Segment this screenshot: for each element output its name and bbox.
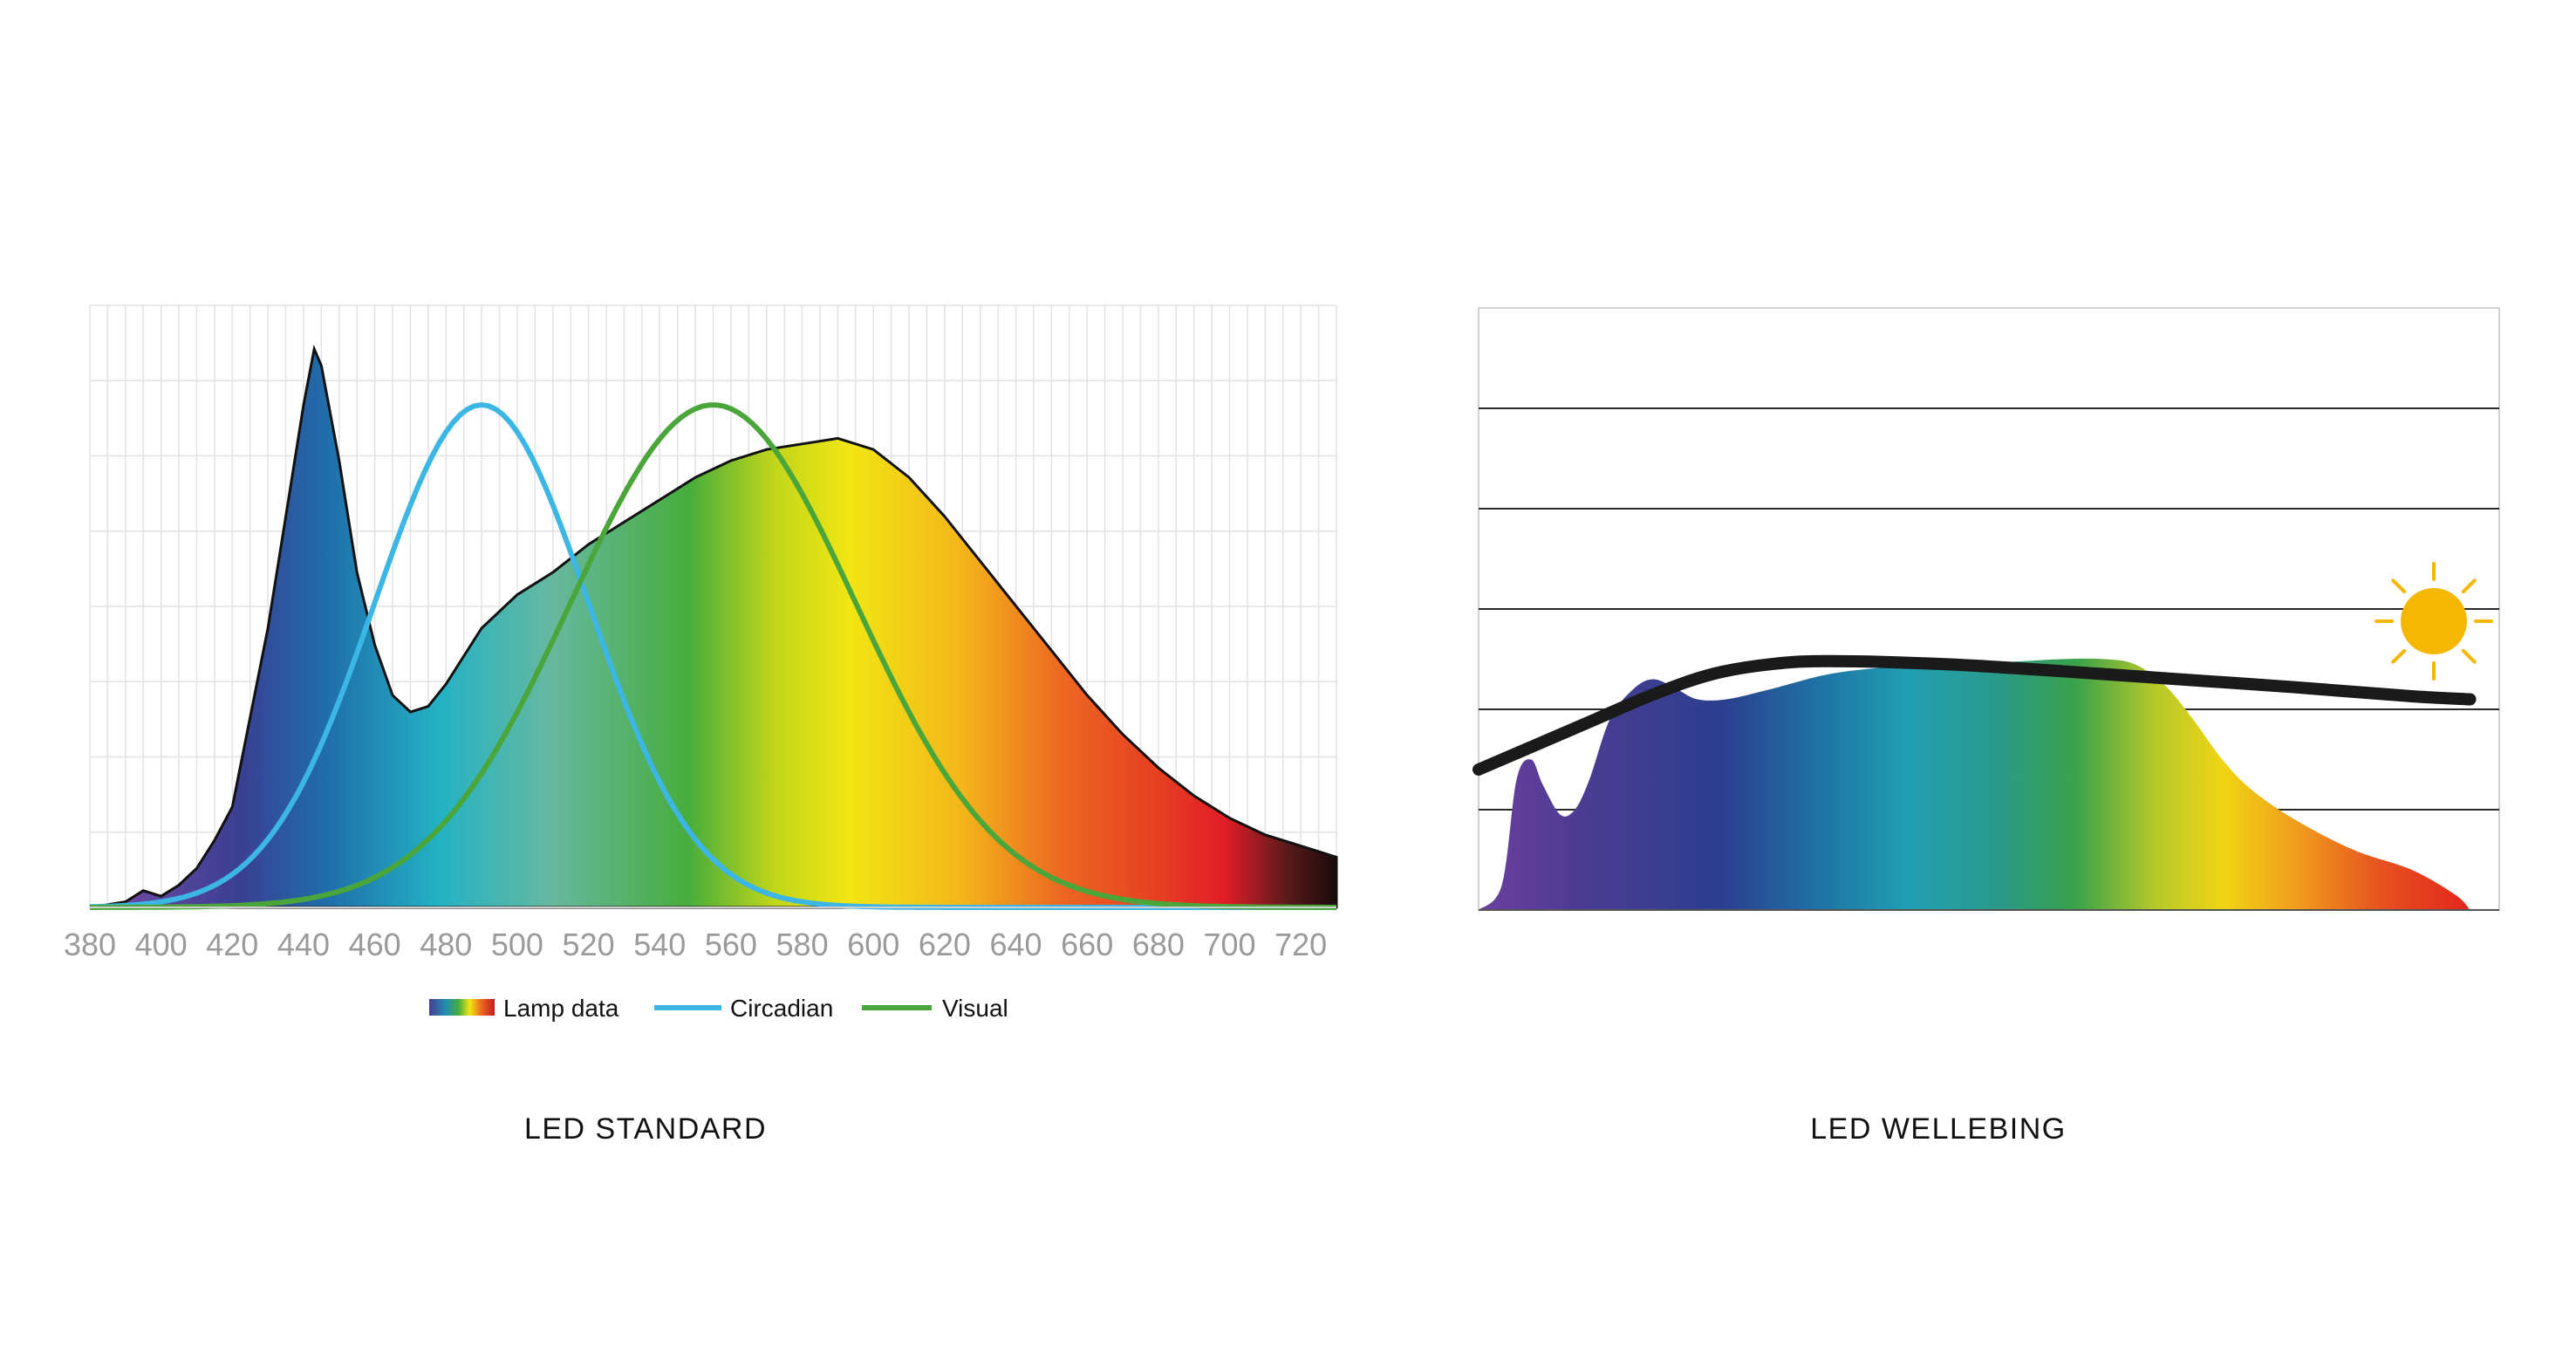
x-tick-label: 380 bbox=[64, 927, 116, 962]
x-tick-label: 720 bbox=[1274, 927, 1327, 962]
sun-ray bbox=[2461, 578, 2477, 594]
x-tick-label: 440 bbox=[277, 927, 330, 962]
legend: Lamp data Circadian Visual bbox=[429, 995, 1008, 1022]
sun-ray bbox=[2461, 648, 2477, 664]
x-tick-label: 600 bbox=[847, 927, 899, 962]
legend-label-visual: Visual bbox=[942, 995, 1008, 1022]
x-tick-label: 400 bbox=[135, 927, 188, 962]
x-tick-labels: 380 400 420 440 460 480 500 520 540 560 580 600 620 6… bbox=[64, 927, 1327, 962]
lamp-data-area bbox=[89, 344, 1338, 909]
caption-led-standard: LED STANDARD bbox=[524, 1112, 767, 1146]
x-tick-label: 520 bbox=[563, 927, 615, 962]
legend-swatch-lamp-data bbox=[429, 999, 495, 1016]
x-tick-label: 540 bbox=[633, 927, 686, 962]
legend-label-circadian: Circadian bbox=[730, 995, 833, 1022]
daylight-curve bbox=[1472, 654, 2477, 776]
x-tick-label: 420 bbox=[206, 927, 258, 962]
caption-led-wellebing: LED WELLEBING bbox=[1810, 1112, 2066, 1146]
x-tick-label: 660 bbox=[1061, 927, 1113, 962]
sun-icon bbox=[2374, 562, 2493, 681]
sun-disc bbox=[2401, 588, 2467, 654]
visual-curve bbox=[90, 402, 1336, 910]
x-tick-label: 480 bbox=[420, 927, 472, 962]
x-tick-label: 560 bbox=[705, 927, 757, 962]
legend-label-lamp-data: Lamp data bbox=[503, 995, 619, 1022]
led-wellebing-chart: LED WELLEBING bbox=[1472, 307, 2500, 1146]
x-tick-label: 580 bbox=[776, 927, 829, 962]
x-tick-label: 620 bbox=[919, 927, 971, 962]
x-tick-label: 460 bbox=[349, 927, 401, 962]
x-tick-label: 500 bbox=[491, 927, 543, 962]
x-tick-label: 640 bbox=[990, 927, 1042, 962]
sun-ray bbox=[2391, 578, 2407, 594]
x-tick-label: 680 bbox=[1132, 927, 1185, 962]
led-wellebing-spectrum-area bbox=[1479, 658, 2470, 910]
led-standard-chart: 380 400 420 440 460 480 500 520 540 560 580 600 620 6… bbox=[64, 304, 1338, 1146]
x-tick-label: 700 bbox=[1203, 927, 1255, 962]
sun-ray bbox=[2391, 648, 2407, 664]
